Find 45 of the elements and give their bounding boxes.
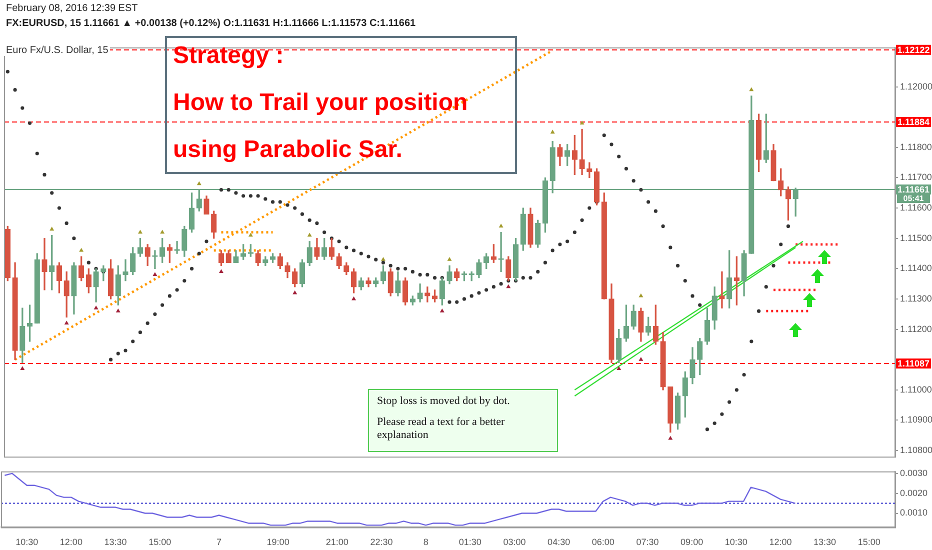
y-tick-label: 1.10800 (900, 445, 932, 456)
y-tick-label: 1.11200 (900, 324, 932, 334)
x-tick-label: 12:00 (769, 537, 792, 548)
text: 05:41 (897, 194, 930, 203)
ref-line-label: 1.11661 (897, 184, 930, 195)
y-tick-label: 1.11500 (900, 232, 932, 243)
annotation: Strategy : (173, 42, 284, 70)
x-tick-label: 7 (216, 537, 222, 548)
x-tick-label: 09:00 (680, 537, 704, 548)
y-tick-label: 0.0030 (900, 468, 928, 478)
annotation: Stop loss is moved dot by dot. (377, 395, 511, 408)
callout-box: Stop loss is moved dot by dot. Please read a text for a better explanation (368, 389, 558, 452)
chart-title: Euro Fx/U.S. Dollar, 15 (4, 45, 110, 56)
y-tick-label: 1.10900 (900, 414, 932, 425)
x-tick-label: 15:00 (148, 537, 172, 548)
y-tick-label: 1.11700 (900, 172, 932, 182)
x-tick-label: 01:30 (458, 537, 482, 548)
y-tick-label: 1.11600 (900, 202, 932, 213)
x-tick-label: 10:30 (724, 537, 748, 548)
x-tick-label: 12:00 (60, 537, 82, 548)
x-tick-label: 06:00 (592, 537, 614, 548)
text: FX:EURUSD, 15 1.11661 ▲ +0.00138 (+0.12%) O:1.11631 H:1.11666 L:1.11573 C:1.11661 (6, 18, 416, 29)
ref-line-label: 1.12122 (897, 44, 930, 55)
ref-line-label: 1.11087 (897, 358, 930, 369)
annotation: Please read a text for a better explanation (377, 416, 506, 442)
x-tick-label: 19:00 (266, 537, 290, 548)
x-tick-label: 21:00 (326, 537, 348, 548)
x-tick-label: 22:30 (370, 537, 393, 548)
y-tick-label: 1.11000 (900, 384, 932, 394)
x-tick-label: 13:30 (104, 537, 127, 548)
y-tick-label: 0.0020 (900, 488, 928, 498)
y-tick-label: 0.0010 (900, 508, 928, 518)
y-tick-label: 1.12000 (900, 81, 932, 92)
x-tick-label: 8 (423, 537, 428, 548)
x-tick-label: 04:30 (548, 537, 570, 548)
x-tick-label: 10:30 (16, 537, 38, 548)
x-tick-label: 13:30 (814, 537, 836, 548)
x-tick-label: 15:00 (858, 537, 880, 548)
y-tick-label: 1.11300 (900, 293, 932, 304)
x-tick-label: 07:30 (636, 537, 659, 548)
y-tick-label: 1.11400 (900, 263, 932, 274)
y-tick-label: 1.11800 (900, 142, 932, 152)
x-tick-label: 03:00 (503, 537, 526, 548)
text: February 08, 2016 12:39 EST (6, 3, 138, 14)
ref-line-label: 1.11884 (897, 116, 930, 127)
